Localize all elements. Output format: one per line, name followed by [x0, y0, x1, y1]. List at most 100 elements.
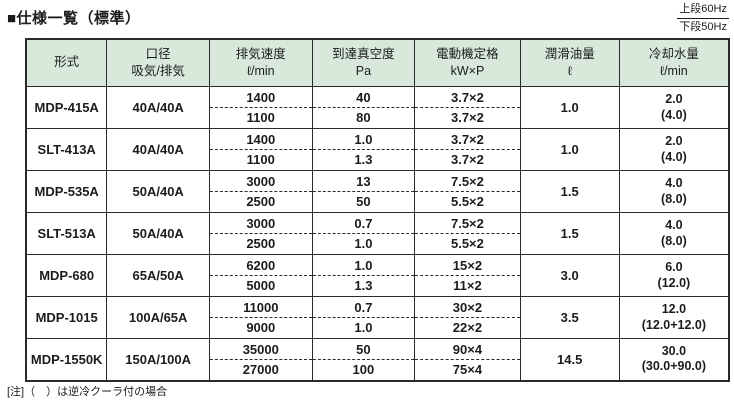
spec-table: 形式 口径 吸気/排気 排気速度 ℓ/min 到達真空度 Pa 電動機定格	[25, 38, 730, 382]
pumping-speed-cell: 1400 1100	[208, 86, 313, 129]
pumping-speed-60hz-value: 11000	[210, 298, 312, 318]
oil-amount-cell: 1.5	[519, 170, 620, 213]
bore-cell: 50A/40A	[106, 170, 210, 213]
table-row: SLT-513A 50A/40A 3000 2500 0.7 1.0 7.5×2…	[25, 212, 730, 255]
oil-amount-value: 1.5	[560, 184, 579, 199]
model-cell: MDP-1015	[25, 296, 108, 339]
cooling-water-paren-value: (12.0)	[657, 275, 691, 290]
ultimate-vacuum-50hz-value: 80	[356, 110, 371, 126]
pumping-speed-cell: 3000 2500	[208, 212, 313, 255]
header-motor-rating-label: 電動機定格	[436, 46, 499, 61]
motor-rating-cell: 7.5×2 5.5×2	[414, 170, 521, 213]
footnote: [注]（ ）は逆冷クーラ付の場合	[7, 386, 168, 398]
ultimate-vacuum-60hz-value: 0.7	[313, 298, 414, 318]
ultimate-vacuum-60hz-value: 50	[313, 340, 414, 360]
model-cell: MDP-1550K	[25, 338, 108, 381]
table-row: MDP-1550K 150A/100A 35000 27000 50 100 9…	[25, 338, 730, 381]
ultimate-vacuum-60hz-value: 1.0	[313, 130, 414, 150]
pumping-speed-50hz-value: 2500	[246, 236, 276, 252]
frequency-60hz-label: 上段60Hz	[677, 2, 729, 19]
oil-amount-value: 3.0	[560, 268, 579, 283]
table-row: MDP-680 65A/50A 6200 5000 1.0 1.3 15×2 1…	[25, 254, 730, 297]
oil-amount-cell: 1.5	[519, 212, 620, 255]
model-name: SLT-413A	[37, 142, 96, 157]
cooling-water-value: 2.0	[665, 133, 683, 148]
header-oil-amount-label: 潤滑油量	[544, 46, 595, 61]
pumping-speed-50hz-value: 2500	[246, 194, 276, 210]
ultimate-vacuum-cell: 1.0 1.3	[311, 128, 416, 171]
bore-value: 40A/40A	[132, 142, 184, 157]
pumping-speed-60hz-value: 1400	[210, 88, 312, 108]
oil-amount-value: 1.0	[560, 142, 579, 157]
cooling-water-cell: 6.0 (12.0)	[618, 254, 730, 297]
pumping-speed-60hz-value: 3000	[210, 214, 312, 234]
oil-amount-value: 1.5	[560, 226, 579, 241]
header-cooling-water-label: 冷却水量	[648, 46, 699, 61]
oil-amount-value: 14.5	[557, 351, 583, 367]
header-pumping-speed: 排気速度 ℓ/min	[208, 38, 313, 87]
motor-rating-60hz-value: 7.5×2	[415, 172, 520, 192]
header-bore-sublabel: 吸気/排気	[131, 64, 185, 78]
cooling-water-cell: 30.0 (30.0+90.0)	[618, 338, 730, 381]
header-cooling-water-unit: ℓ/min	[660, 64, 688, 78]
header-oil-amount: 潤滑油量 ℓ	[519, 38, 620, 87]
ultimate-vacuum-cell: 0.7 1.0	[311, 212, 416, 255]
motor-rating-50hz-value: 75×4	[452, 362, 483, 377]
model-name: MDP-535A	[34, 184, 99, 199]
cooling-water-paren-value: (30.0+90.0)	[641, 359, 707, 374]
oil-amount-cell: 14.5	[519, 338, 620, 381]
table-header: 形式 口径 吸気/排気 排気速度 ℓ/min 到達真空度 Pa 電動機定格	[25, 38, 730, 87]
cooling-water-value: 30.0	[661, 343, 687, 358]
table-row: MDP-415A 40A/40A 1400 1100 40 80 3.7×2 3…	[25, 86, 730, 129]
cooling-water-value: 12.0	[661, 301, 687, 316]
pumping-speed-60hz-value: 3000	[210, 172, 312, 192]
cooling-water-value: 4.0	[665, 217, 683, 232]
pumping-speed-50hz-value: 9000	[246, 320, 276, 336]
ultimate-vacuum-cell: 0.7 1.0	[311, 296, 416, 339]
cooling-water-paren-value: (12.0+12.0)	[641, 317, 707, 332]
header-motor-rating: 電動機定格 kW×P	[414, 38, 521, 87]
bore-cell: 50A/40A	[106, 212, 210, 255]
ultimate-vacuum-50hz-value: 100	[352, 362, 375, 377]
oil-amount-cell: 1.0	[519, 86, 620, 129]
ultimate-vacuum-60hz-value: 40	[313, 88, 414, 108]
cooling-water-cell: 4.0 (8.0)	[618, 212, 730, 255]
ultimate-vacuum-cell: 50 100	[311, 338, 416, 381]
motor-rating-50hz-value: 3.7×2	[450, 110, 484, 126]
header-cooling-water: 冷却水量 ℓ/min	[618, 38, 730, 87]
motor-rating-50hz-value: 11×2	[453, 278, 482, 294]
ultimate-vacuum-cell: 13 50	[311, 170, 416, 213]
oil-amount-cell: 3.5	[519, 296, 620, 339]
model-cell: SLT-413A	[25, 128, 108, 171]
motor-rating-60hz-value: 7.5×2	[415, 214, 520, 234]
ultimate-vacuum-50hz-value: 1.0	[354, 236, 373, 252]
motor-rating-cell: 90×4 75×4	[414, 338, 521, 381]
model-cell: MDP-535A	[25, 170, 108, 213]
cooling-water-value: 6.0	[665, 259, 683, 274]
header-bore-label: 口径	[145, 46, 171, 61]
pumping-speed-50hz-value: 1100	[246, 110, 275, 126]
oil-amount-value: 3.5	[560, 310, 579, 325]
motor-rating-50hz-value: 3.7×2	[450, 152, 484, 168]
pumping-speed-60hz-value: 1400	[210, 130, 312, 150]
header-model: 形式	[25, 38, 108, 87]
ultimate-vacuum-cell: 1.0 1.3	[311, 254, 416, 297]
model-name: SLT-513A	[37, 226, 96, 241]
cooling-water-paren-value: (8.0)	[661, 233, 687, 248]
motor-rating-50hz-value: 22×2	[452, 320, 483, 336]
model-cell: SLT-513A	[25, 212, 108, 255]
cooling-water-cell: 2.0 (4.0)	[618, 128, 730, 171]
header-bore: 口径 吸気/排気	[106, 38, 210, 87]
pumping-speed-50hz-value: 27000	[242, 362, 279, 377]
model-name: MDP-1550K	[30, 351, 103, 367]
bore-cell: 40A/40A	[106, 128, 210, 171]
header-ultimate-vacuum-unit: Pa	[355, 64, 372, 78]
ultimate-vacuum-50hz-value: 1.3	[354, 278, 373, 294]
header-ultimate-vacuum: 到達真空度 Pa	[311, 38, 416, 87]
pumping-speed-cell: 1400 1100	[208, 128, 313, 171]
motor-rating-cell: 3.7×2 3.7×2	[414, 128, 521, 171]
pumping-speed-60hz-value: 35000	[210, 340, 312, 360]
oil-amount-cell: 3.0	[519, 254, 620, 297]
pumping-speed-cell: 6200 5000	[208, 254, 313, 297]
